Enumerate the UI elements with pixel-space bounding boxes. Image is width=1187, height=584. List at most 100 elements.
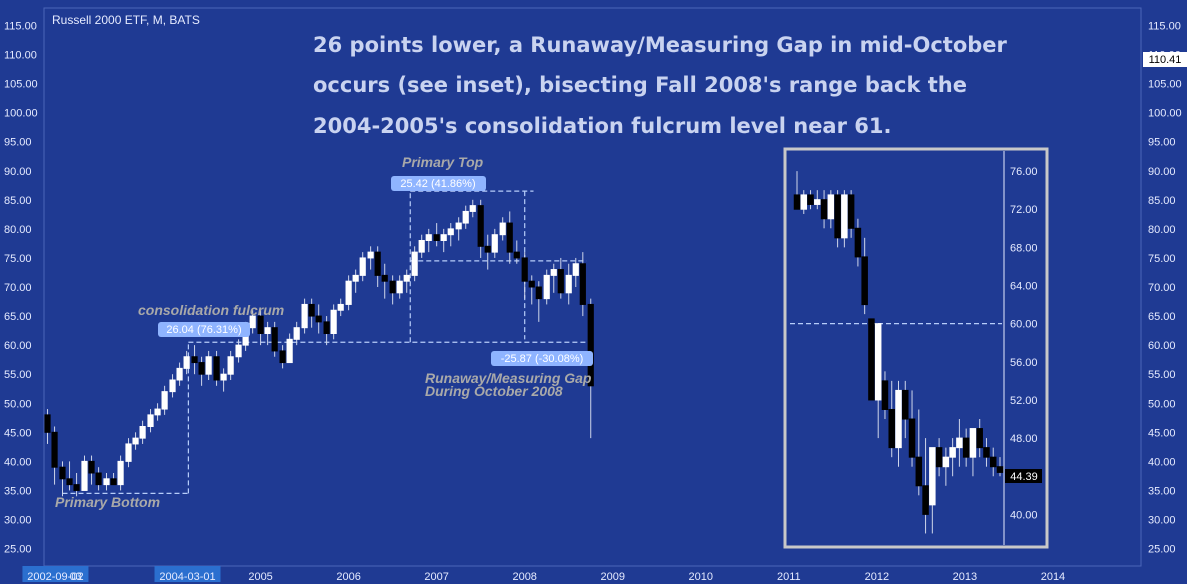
candle-body [205,356,212,375]
y-tick-right: 50.00 [1148,398,1176,410]
candle-body [51,431,58,468]
inset-candle-body [956,437,963,449]
y-tick-right: 40.00 [1148,456,1176,468]
inset-candle-body [922,485,929,515]
inset-y-tick: 48.00 [1010,433,1038,445]
inset-candle-body [847,194,855,229]
candle-body [381,274,388,282]
inset-candle-body [983,447,990,458]
inset-y-tick: 68.00 [1010,242,1038,254]
candle-body [264,327,271,334]
y-tick-left: 65.00 [4,311,32,323]
headline-line-1: 26 points lower, a Runaway/Measuring Gap… [313,33,1008,57]
inset-candle-body [949,447,956,458]
x-tick-label: 2002-09-02 [27,571,83,583]
candle-body [367,251,374,259]
candle-body [81,460,88,491]
inset-candle-body [915,456,923,487]
y-tick-right: 115.00 [1148,20,1181,32]
last-price-tag [1143,52,1187,67]
inset-candle-body [807,194,814,205]
x-tick-label: 2004-03-01 [159,571,215,583]
headline-line-2: occurs (see inset), bisecting Fall 2008'… [313,73,967,97]
x-tick-label: 2014 [1041,571,1065,583]
inset-candle-body [868,318,875,401]
candle-body [315,315,322,323]
candle-body [403,274,410,282]
inset-candle-body [854,227,862,258]
candle-body [535,286,542,300]
candle-body [579,263,586,305]
candle-body [95,472,102,486]
candle-body [235,344,242,358]
candle-body [425,234,432,241]
candle-body [484,245,491,253]
inset-candles: 76.00 72.00 68.00 64.00 60.00 56.00 52.00 48.00… [790,166,1038,534]
inset-candle-body [902,389,909,420]
inset-candle-body [814,199,821,205]
chart-title: Russell 2000 ETF, M, BATS [52,13,200,27]
candle-body [323,321,330,334]
candle-body [249,315,256,329]
candle-body [169,379,176,393]
y-tick-left: 90.00 [4,166,32,178]
y-tick-left: 115.00 [4,20,37,32]
y-tick-right: 85.00 [1148,195,1176,207]
inset-candle-body [841,194,848,239]
inset-candle-body [969,428,977,458]
candle-body [565,274,572,294]
y-tick-right: 75.00 [1148,253,1176,265]
y-tick-left: 50.00 [4,398,32,410]
primary-top-box [391,176,486,191]
candle-body [44,414,51,433]
candle-body [66,478,73,486]
headline-line-3: 2004-2005's consolidation fulcrum level … [313,114,891,138]
candle-body [528,280,535,288]
candle-body [132,437,139,445]
candle-body [506,222,513,253]
candle-body [469,205,476,212]
y-tick-left: 100.00 [4,108,38,120]
y-tick-right: 105.00 [1148,79,1182,91]
y-tick-right: 60.00 [1148,340,1176,352]
consolidation-box-text: 26.04 (76.31%) [166,324,241,336]
x-tick-label: 2010 [689,571,713,583]
inset-y-tick: 40.00 [1010,509,1038,521]
inset-candle-body [793,194,801,210]
decline-box-text: -25.87 (-30.08%) [501,353,584,365]
candle-body [499,222,506,236]
y-tick-left: 45.00 [4,427,32,439]
candle-body [330,309,337,334]
candle-body [271,327,278,352]
y-tick-left: 60.00 [4,340,32,352]
inset-candle-body [881,380,889,410]
candle-body [191,356,198,364]
y-tick-left: 80.00 [4,224,32,236]
primary-top-label: Primary Top [402,154,484,170]
x-tick-label: 2009 [601,571,625,583]
candle-body [286,338,293,364]
candle-body [213,356,220,381]
x-tick-label: 2007 [424,571,448,583]
x-tick-label: 2008 [512,571,536,583]
gap-label-1: Runaway/Measuring Gap [425,370,592,386]
y-tick-left: 75.00 [4,253,32,265]
y-tick-left: 30.00 [4,515,32,527]
inset-y-tick: 72.00 [1010,204,1038,216]
candle-body [455,222,462,230]
candle-body [477,205,484,247]
inset-candle-body [895,389,902,449]
candle-body [345,280,352,305]
candle-body [198,362,205,375]
candle-body [374,251,381,276]
y-tick-right: 45.00 [1148,427,1176,439]
candle-body [411,251,418,276]
candle-body [447,228,454,236]
candle-body [117,460,124,486]
candle-body [139,426,146,439]
candle-body [396,280,403,294]
y-tick-right: 100.00 [1148,108,1182,120]
candle-body [389,280,396,294]
candle-body [103,478,110,486]
